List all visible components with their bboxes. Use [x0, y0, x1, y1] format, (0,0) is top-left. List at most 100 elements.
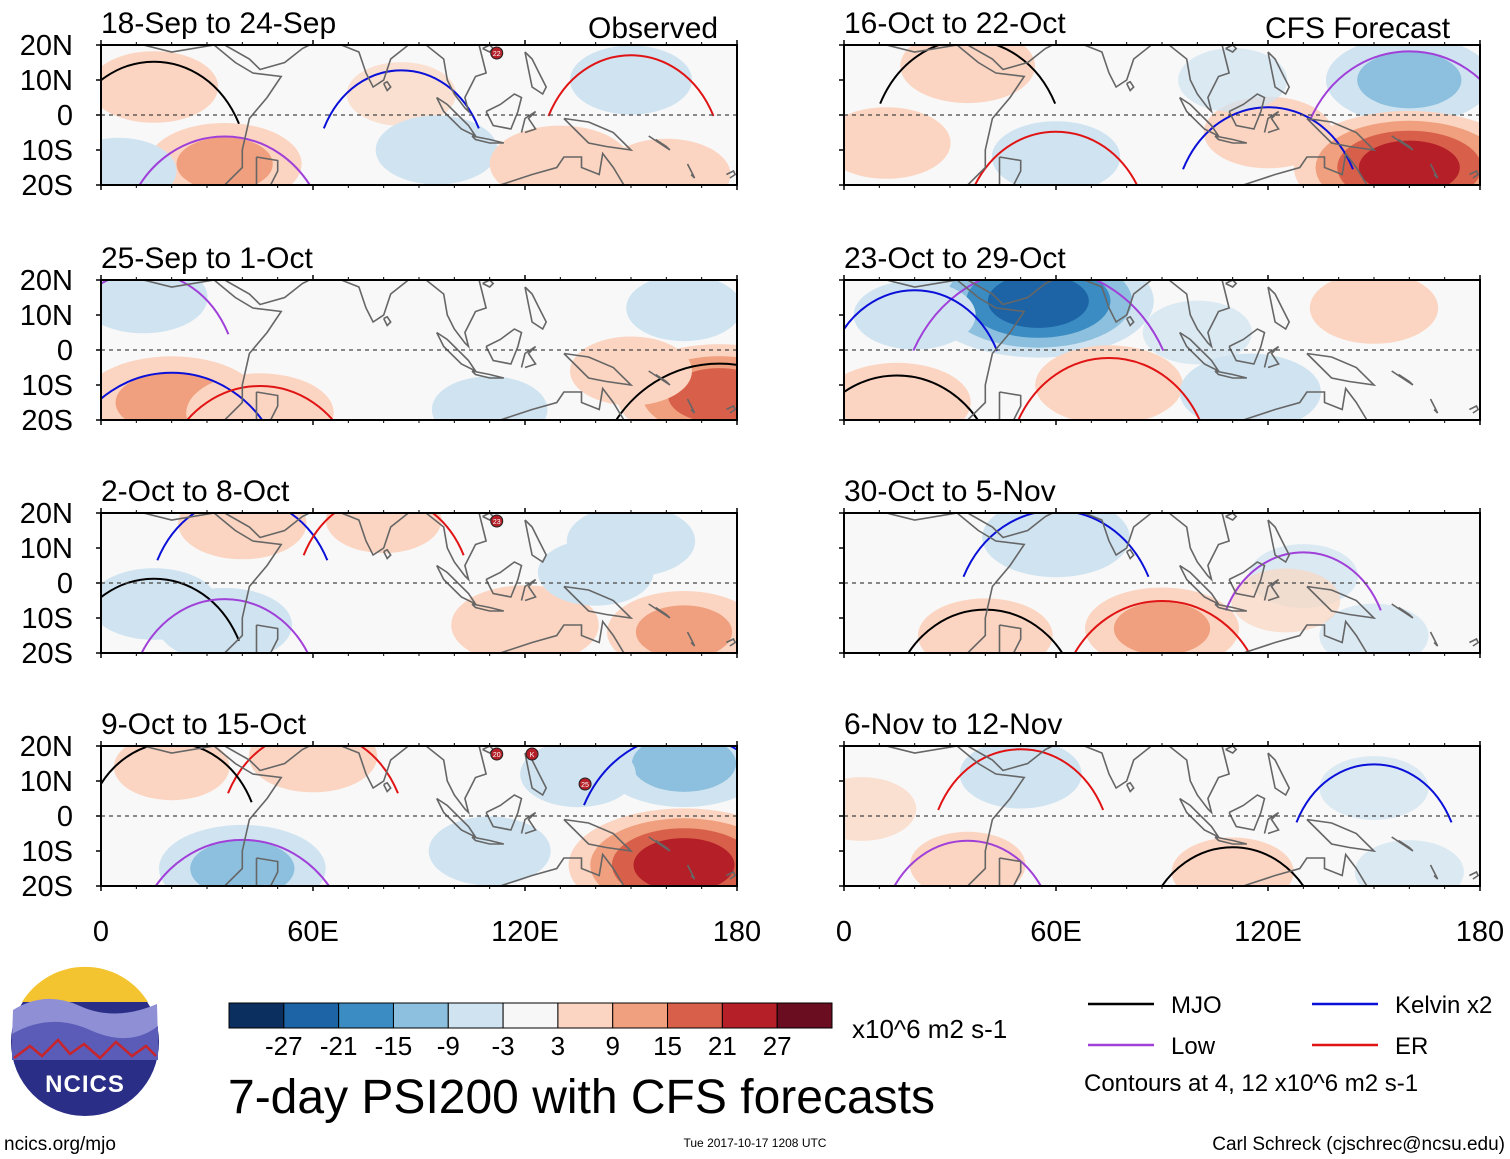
colorbar-tick-label: 15 [653, 1031, 682, 1061]
coastline-p6-13 [1306, 352, 1377, 387]
anomaly-p7-4 [1319, 603, 1429, 653]
panel-title-p8: 6-Nov to 12-Nov [844, 708, 1062, 741]
filter-contour-p7-3 [1224, 551, 1382, 611]
storm-marker [525, 747, 539, 761]
anomaly-p4-4-lvl21 [633, 838, 735, 886]
colorbar-swatch [612, 1002, 669, 1029]
coastline-p8-16 [1429, 864, 1439, 880]
colorbar-swatch [502, 1002, 559, 1029]
filter-contour-p4-0 [227, 746, 399, 794]
coastline-p2-15 [648, 370, 671, 386]
coastline-p5-15 [1391, 135, 1414, 151]
coastline-p2-9 [520, 345, 537, 369]
x-axis-right: 0 60E 120E 180 [836, 916, 1504, 948]
coastline-p1-8 [485, 93, 523, 130]
coastline-p4-0 [101, 746, 283, 886]
coastline-p8-9 [1263, 811, 1280, 835]
filter-contour-p7-2 [907, 608, 1064, 653]
panel-p8: 6-Nov to 12-Nov [839, 708, 1481, 891]
coastline-p6-3 [1125, 315, 1135, 327]
coastline-p6-8 [1228, 328, 1266, 365]
anomaly-p5-6 [1178, 48, 1288, 112]
coastline-p3-11 [525, 499, 529, 506]
coastline-p4-7 [471, 836, 504, 845]
coastline-p6-11 [1268, 266, 1272, 273]
coastline-p4-8 [485, 794, 523, 831]
x-tick-label: 60E [287, 916, 339, 948]
coastline-p3-17 [726, 637, 737, 647]
coastline-p6-2 [1084, 280, 1152, 324]
coastline-p2-11 [525, 266, 529, 273]
colorbar-units: x10^6 m2 s-1 [852, 1014, 1007, 1044]
colorbar-tick-label: -9 [437, 1031, 460, 1061]
anomaly-p7-1-lvl9 [1113, 601, 1211, 653]
coastline-p4-9 [520, 811, 537, 835]
y-tick-label: 10N [20, 766, 73, 798]
filter-contour-p7-1 [1073, 600, 1251, 653]
y-tick-label: 0 [57, 100, 73, 132]
anomaly-p1-3-lvl3 [570, 45, 692, 115]
anomaly-p1-2 [346, 62, 456, 126]
coastline-p1-13 [563, 117, 634, 152]
filter-contour-p6-1 [844, 289, 999, 352]
colorbar-tick-label: 27 [763, 1031, 792, 1061]
colorbar-swatch [557, 1002, 614, 1029]
coastline-p1-1 [224, 45, 310, 71]
y-tick-label: 10N [20, 300, 73, 332]
coastline-p3-1 [224, 513, 310, 539]
coastline-p8-10 [1267, 752, 1291, 797]
coastline-p6-16 [1429, 398, 1439, 414]
colorbar-tick-label: 9 [605, 1031, 619, 1061]
coastline-p4-17 [726, 870, 737, 880]
anomaly-p1-6-lvl3 [602, 138, 731, 185]
y-tick-label: 20N [20, 498, 73, 530]
legend-label: Kelvin x2 [1395, 992, 1492, 1019]
x-tick-label: 120E [1234, 916, 1302, 948]
coastline-p4-3 [382, 781, 392, 793]
legend-label: ER [1395, 1033, 1428, 1060]
coastline-p7-10 [1267, 519, 1291, 564]
filter-contour-p3-2 [101, 577, 240, 642]
anomaly-p8-5 [844, 777, 917, 841]
coastline-p5-12 [1225, 45, 1238, 53]
anomaly-p2-6-lvl3 [431, 376, 548, 420]
y-tick-label: 10S [21, 836, 73, 868]
coastline-p3-4 [255, 624, 279, 653]
coastline-p3-7 [471, 603, 504, 612]
coastline-p7-1 [967, 513, 1053, 539]
y-tick-label: 20N [20, 731, 73, 763]
coastline-p8-4 [998, 857, 1022, 886]
filter-contour-p4-1 [101, 746, 253, 803]
coastline-p2-14 [500, 386, 625, 420]
x-tick-label: 60E [1030, 916, 1082, 948]
anomaly-p1-7-lvl3 [101, 137, 177, 185]
storm-marker [490, 747, 504, 761]
anomaly-p5-0-lvl3 [900, 45, 1036, 104]
coastline-p7-3 [1125, 548, 1135, 560]
coastline-p7-13 [1306, 585, 1377, 620]
coastline-p3-13 [563, 585, 634, 620]
filter-contour-p5-2 [1182, 106, 1354, 170]
coastline-p8-15 [1391, 836, 1414, 852]
anomaly-p2-4-lvl3 [626, 280, 737, 342]
coastline-p5-17 [1469, 169, 1480, 179]
colorbar-tick-label: -21 [320, 1031, 358, 1061]
coastline-p3-8 [485, 561, 523, 598]
storm-marker [578, 777, 592, 791]
coastline-p1-0 [101, 45, 283, 185]
coastline-p5-14 [1243, 151, 1368, 185]
coastline-p6-4 [998, 391, 1022, 420]
coastline-p7-4 [998, 624, 1022, 653]
colorbar-swatch [776, 1002, 833, 1029]
colorbar-tick-label: -27 [265, 1031, 303, 1061]
filter-contour-p2-2 [186, 385, 334, 420]
coastline-p2-8 [485, 328, 523, 365]
filter-contour-p4-2 [154, 838, 330, 886]
y-tick-label: 10S [21, 370, 73, 402]
anomaly-p4-5-lvl3 [428, 816, 551, 886]
coastline-p7-2 [1084, 513, 1152, 557]
logo-text: NCICS [45, 1071, 125, 1098]
